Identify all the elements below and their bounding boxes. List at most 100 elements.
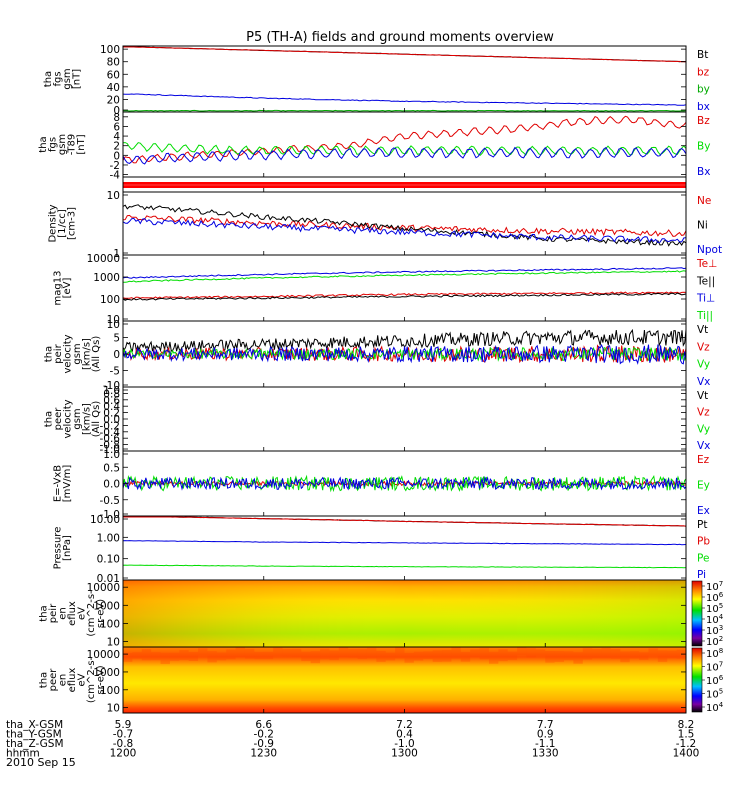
y-label-line: [eV] <box>62 278 73 299</box>
y-tick-label: 6 <box>113 121 120 133</box>
legend-Vy: Vy <box>697 359 710 371</box>
orbit-value: 1200 <box>110 748 137 760</box>
legend-Pe: Pe <box>697 552 709 564</box>
y-tick-label: -10 <box>103 380 120 392</box>
y-tick-label: 10.00 <box>90 514 120 526</box>
legend-Vz: Vz <box>697 341 710 353</box>
legend-Vt: Vt <box>697 324 708 336</box>
spectrogram-streak <box>395 647 405 659</box>
y-tick-label: 1.0 <box>103 385 120 397</box>
electron-spectrogram-image <box>123 647 686 713</box>
y-label-line: -T89 <box>67 134 78 156</box>
spectrogram-streak <box>263 651 274 660</box>
y-label-line: Pressure <box>52 527 63 570</box>
colorbar-tick: 107 <box>706 580 723 593</box>
legend-Ex: Ex <box>697 505 710 517</box>
y-tick-label: -0.4 <box>100 427 121 439</box>
panel-density: 10 1 Density[1/cc][cm-3] Ne Ni Npot <box>48 190 723 260</box>
y-tick-label: 0.01 <box>97 573 120 585</box>
legend-Ti||: Ti|| <box>696 310 713 322</box>
y-tick-label: 0 <box>113 105 120 117</box>
series-pressure-Pb <box>123 516 687 527</box>
y-tick-label: 100 <box>100 294 120 306</box>
panel-frame <box>122 386 687 452</box>
y-label-line: tha <box>43 346 54 362</box>
y-tick-label: 0.10 <box>97 554 120 566</box>
y-label-line: peir <box>53 343 64 363</box>
y-axis-label: E=-VxB[mV/m] <box>52 465 73 503</box>
y-label-line: tha <box>43 411 54 427</box>
y-tick-label: 0 <box>113 349 120 361</box>
colorbar-tick: 107 <box>706 661 723 674</box>
y-tick-label: 0.5 <box>103 462 120 474</box>
y-tick-label: 10 <box>107 314 120 326</box>
spectrogram-streak <box>244 648 255 659</box>
legend-Bz: Bz <box>697 115 710 127</box>
y-tick-label: 10 <box>107 190 120 202</box>
panel-ion-spectrogram: 10710610510410310210000100010010thapeire… <box>39 579 724 649</box>
y-tick-label: 0.8 <box>103 388 120 400</box>
legend-Ni: Ni <box>697 220 708 232</box>
y-tick-label: 5 <box>113 333 120 345</box>
series-density-Npot <box>122 217 687 244</box>
y-tick-label: 1.00 <box>97 532 120 544</box>
series-density-Ne <box>122 214 687 237</box>
y-tick-label: 40 <box>107 82 120 94</box>
spectrogram-streak <box>226 649 236 660</box>
spectrogram-streak <box>216 652 227 661</box>
y-tick-label: -0.8 <box>100 440 121 452</box>
spectrogram-streak <box>432 650 443 662</box>
orbit-value: 0.4 <box>396 729 413 741</box>
spectrogram-streak <box>329 650 339 661</box>
y-tick-label: 100 <box>100 618 120 630</box>
series-temperature-Te|| <box>122 292 687 301</box>
panel-efield: 1.00.5 0.0 -0.5 -1.0 E=-VxB[mV/m] Ez Ey Ex <box>52 449 710 521</box>
colorbar-tick: 108 <box>706 647 723 660</box>
y-label-line: gsm <box>57 134 68 155</box>
series-temperature-Ti⊥ <box>122 267 687 279</box>
spectrogram-streak <box>179 650 189 661</box>
y-tick-label: 20 <box>107 94 120 106</box>
spectrogram-streak <box>348 648 358 658</box>
legend-Te||: Te|| <box>696 275 715 287</box>
legend-Pt: Pt <box>697 519 707 531</box>
y-label-line: (All Qs) <box>91 336 102 373</box>
y-label-line: mag13 <box>52 271 63 306</box>
panel-pressure: 10.00 1.00 0.10 0.01 Pressure[nPa] Pt Pb Pe Pi <box>52 514 710 585</box>
y-label-line: [km/s] <box>81 338 92 370</box>
orbit-value: 5.9 <box>115 719 132 731</box>
orbit-value: -0.2 <box>254 729 275 741</box>
spectrogram-streak <box>517 647 527 656</box>
spectrogram-streak <box>207 651 217 663</box>
spectrogram-streak <box>460 652 471 662</box>
spectrogram-streak <box>507 651 518 661</box>
panel-electron-velocity: 1.00.80.60.40.20.0-0.2-0.4-0.6-0.8-1.0 th… <box>43 385 710 456</box>
legend-Bx: Bx <box>697 166 710 178</box>
y-label-line: [nT] <box>71 69 82 89</box>
y-label-line: peer <box>48 668 59 692</box>
colorbar-tick: 103 <box>706 624 723 637</box>
spectrogram-streak <box>235 647 245 658</box>
y-label-line: gsm <box>62 68 73 89</box>
y-tick-label: 4 <box>113 131 120 143</box>
y-tick-label: 1 <box>113 248 120 260</box>
y-tick-label: -2 <box>110 160 120 172</box>
y-tick-label: 1000 <box>93 272 120 284</box>
spectrogram-streak <box>526 648 536 658</box>
colorbar-tick: 105 <box>706 688 723 701</box>
y-label-line: E=-VxB <box>52 465 63 502</box>
panels: 100806040200thafgsgsm[nT]Btbzbybx86420-2… <box>38 44 724 714</box>
y-tick-label: 60 <box>107 69 120 81</box>
y-label-line: [mV/m] <box>62 465 73 503</box>
y-label-line: fgs <box>48 137 59 152</box>
y-label-line: eV <box>77 673 88 686</box>
legend-Vy: Vy <box>697 423 710 435</box>
